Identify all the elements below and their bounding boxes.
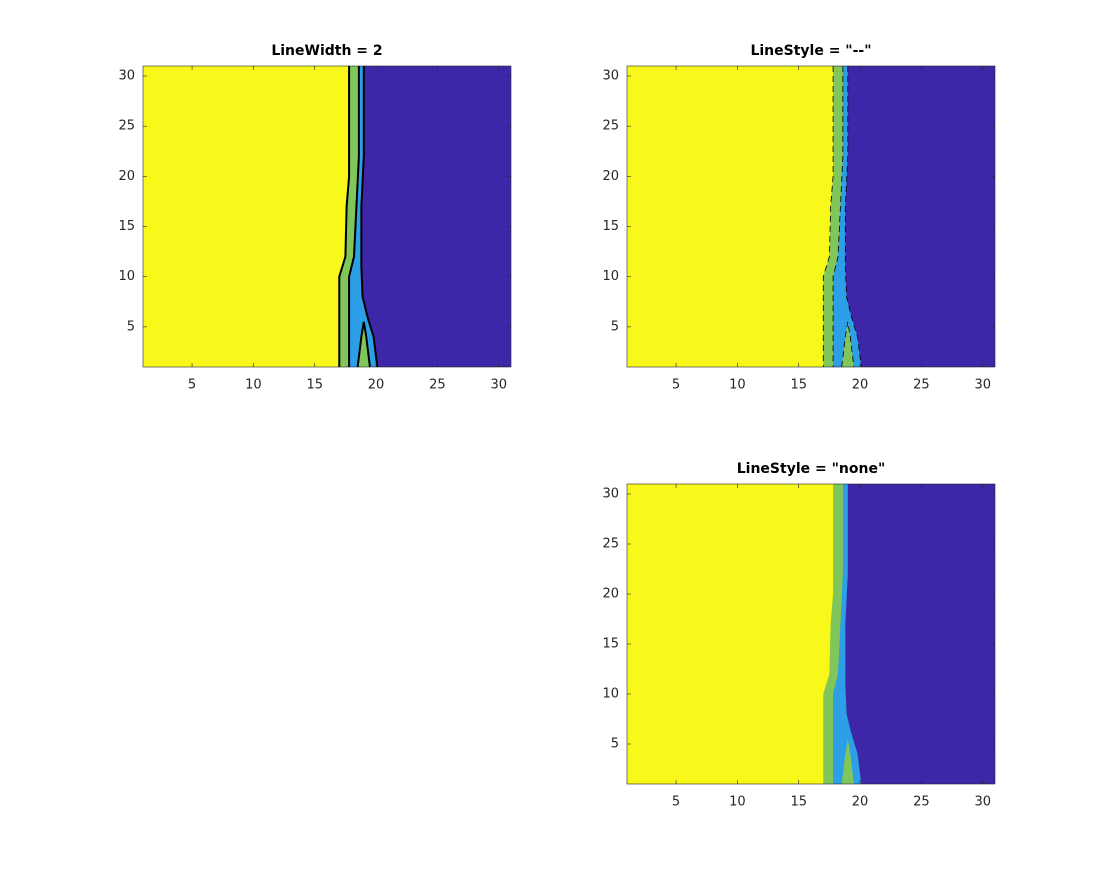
y-tick-label: 25 [602, 537, 619, 552]
y-tick-label: 30 [118, 69, 135, 84]
contour-line [348, 66, 360, 367]
chart-title: LineStyle = "none" [737, 461, 886, 477]
y-tick-label: 25 [118, 119, 135, 134]
contour-line [841, 321, 855, 368]
x-tick-label: 20 [368, 378, 385, 393]
x-tick-label: 5 [188, 378, 196, 393]
x-tick-label: 25 [913, 795, 930, 810]
axes-box [626, 65, 996, 368]
y-tick-label: 20 [118, 169, 135, 184]
x-tick-label: 10 [245, 378, 262, 393]
y-tick-label: 15 [602, 637, 619, 652]
axes-box [626, 483, 996, 785]
contour-line [822, 66, 834, 367]
y-tick-label: 15 [118, 219, 135, 234]
x-tick-label: 25 [913, 378, 930, 393]
contour-region [143, 66, 350, 367]
axes: 5 10 15 20 25 30 5 10 15 20 25 30 LineStyle = "--" [602, 43, 996, 393]
y-tick-label: 25 [602, 119, 619, 134]
contour-line [356, 321, 371, 368]
contour-region [357, 321, 370, 367]
y-tick-label: 5 [611, 737, 619, 752]
axes-box [142, 65, 512, 368]
x-tick-label: 15 [790, 795, 807, 810]
y-tick-label: 10 [118, 269, 135, 284]
contour-region [841, 739, 854, 784]
chart-title: LineStyle = "--" [750, 43, 871, 59]
y-tick-label: 20 [602, 587, 619, 602]
x-tick-label: 5 [672, 378, 680, 393]
x-tick-label: 25 [429, 378, 446, 393]
contour-region [627, 66, 834, 367]
axes: 5 10 15 20 25 30 5 10 15 20 25 30 LineStyle = "none" [602, 461, 996, 810]
x-tick-label: 30 [974, 795, 991, 810]
y-tick-label: 30 [602, 69, 619, 84]
x-tick-label: 15 [306, 378, 323, 393]
x-tick-label: 15 [790, 378, 807, 393]
contour-region [841, 321, 854, 367]
x-tick-label: 10 [729, 795, 746, 810]
y-tick-label: 20 [602, 169, 619, 184]
y-tick-label: 10 [602, 687, 619, 702]
contour-region [627, 484, 834, 784]
x-tick-label: 30 [974, 378, 991, 393]
x-tick-label: 30 [490, 378, 507, 393]
y-tick-label: 15 [602, 219, 619, 234]
x-tick-label: 10 [729, 378, 746, 393]
axes: 5 10 15 20 25 30 5 10 15 20 25 30 LineWidth = 2 [118, 43, 512, 393]
contour-line [360, 66, 379, 368]
y-tick-label: 5 [611, 319, 619, 334]
contour-line [832, 66, 844, 367]
x-tick-label: 20 [852, 795, 869, 810]
contour-line [338, 66, 351, 367]
contour-line [844, 66, 862, 368]
chart-title: LineWidth = 2 [271, 43, 382, 59]
y-tick-label: 5 [127, 319, 135, 334]
x-tick-label: 5 [672, 795, 680, 810]
y-tick-label: 30 [602, 487, 619, 502]
x-tick-label: 20 [852, 378, 869, 393]
y-tick-label: 10 [602, 269, 619, 284]
